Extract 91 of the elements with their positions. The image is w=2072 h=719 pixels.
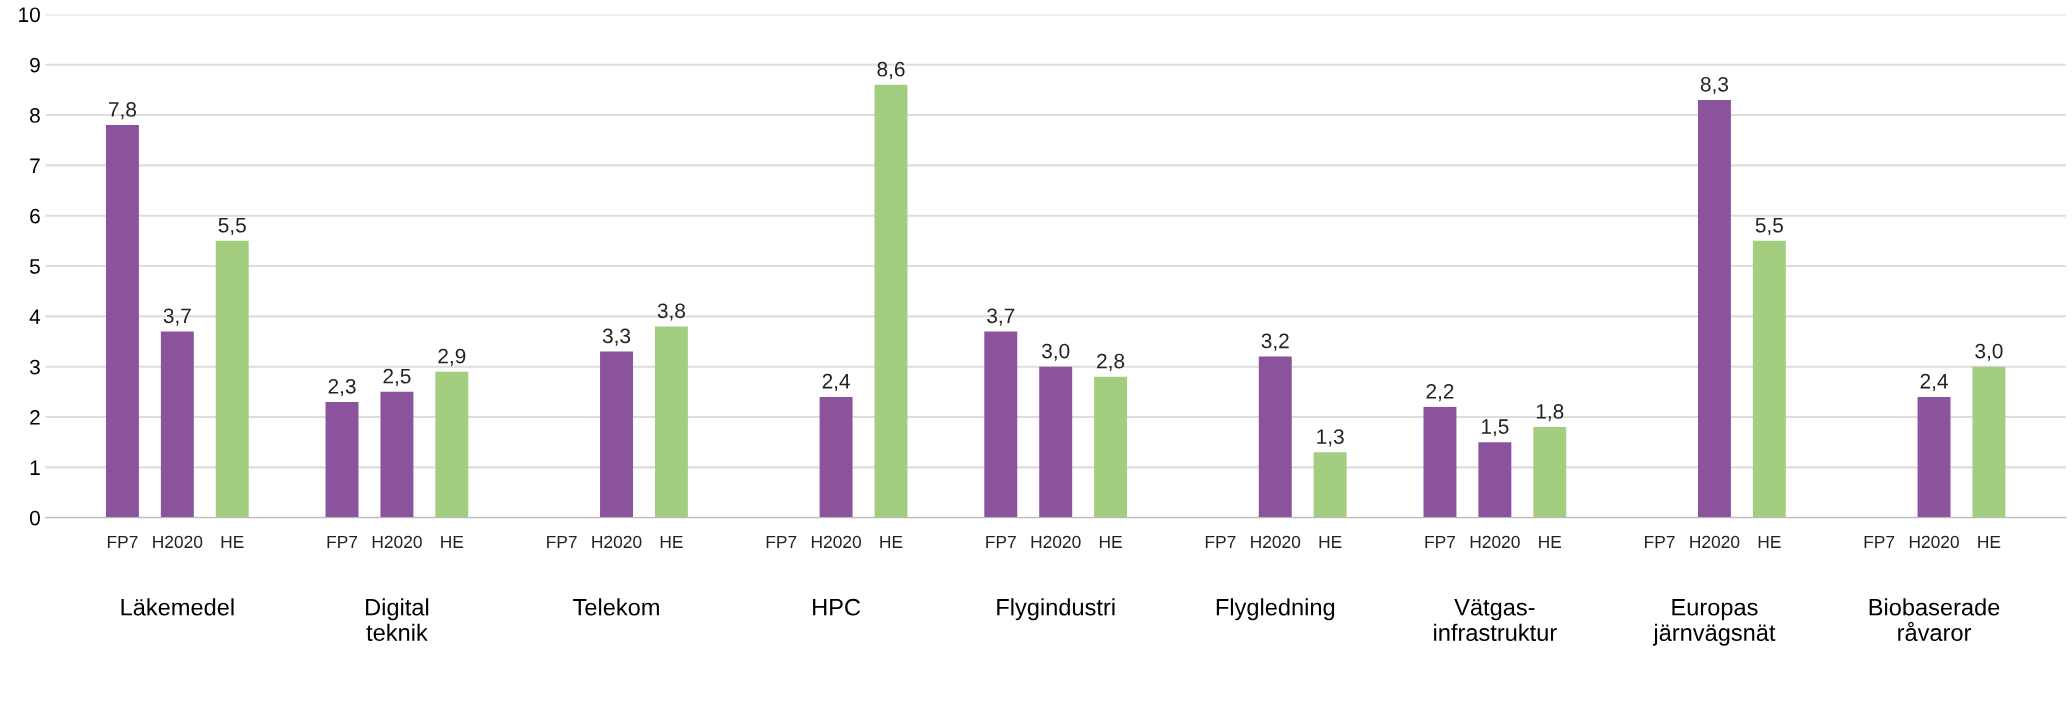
text: FP7 [1205,535,1236,548]
bar [105,125,139,518]
data-label: 8,6 [877,61,905,80]
text: H2020 [153,535,203,549]
y-tick-label: 6 [30,208,40,224]
bar [1917,396,1951,518]
text: HE [441,535,464,548]
data-label: 2,4 [1920,373,1948,392]
y-tick-label: 8 [30,108,40,123]
x-tick-label: Europas järnvägsnät [1652,599,1776,646]
data-label: 7,8 [109,102,137,120]
data-label: 2,4 [822,373,850,392]
text: H2020 [1251,535,1301,549]
text: FP7 [327,535,358,548]
x-tick-label: Flygindustri [997,598,1115,621]
text: FP7 [766,535,797,548]
text: H2020 [372,535,422,549]
x-tick-label: Flygledning [1216,598,1335,621]
data-label: 8,3 [1700,76,1729,95]
data-label: 2,3 [328,378,356,397]
data-label: 2,2 [1426,383,1454,402]
bar [1697,99,1731,518]
data-label: 5,5 [1755,218,1783,236]
text: H2020 [592,535,642,549]
bar [819,396,853,518]
y-tick-label: 1 [30,460,40,475]
x-tick-label: Digital teknik [366,598,429,642]
x-tick-label: Läkemedel [121,598,234,616]
text: FP7 [547,535,577,548]
data-label: 3,2 [1261,333,1289,351]
y-tick-label: 7 [30,158,40,173]
bar [984,331,1018,518]
bar [1478,442,1512,518]
data-label: 2,9 [438,348,466,366]
y-tick-label: 0 [29,510,40,526]
text: HE [1978,535,2001,548]
bar [874,84,908,518]
bar [1258,356,1292,518]
bar [1752,240,1786,518]
series-label: HE [221,535,244,548]
text: H2020 [1470,535,1520,549]
bar [1039,366,1073,518]
data-label: 1,8 [1536,404,1564,422]
data-label: 3,3 [602,328,631,346]
text: H2020 [1031,535,1081,549]
text: HE [880,535,903,548]
data-label: 3,7 [163,308,191,326]
bar [1423,406,1457,518]
data-label: 1,3 [1317,429,1344,447]
data-label: 2,8 [1097,353,1125,371]
text: FP7 [1645,535,1675,548]
bar [160,331,194,518]
text: H2020 [811,535,861,549]
bar [380,391,414,518]
text: HE [660,535,683,548]
x-tick-label: HPC [813,598,861,616]
data-label: 2,5 [383,368,411,387]
bar [435,371,469,518]
y-tick-label: 2 [30,410,40,425]
data-label: 5,5 [218,218,246,236]
series-label: H2020 [1909,535,1959,549]
data-label: 3,0 [1975,343,2003,361]
data-label: 1,5 [1481,419,1509,437]
data-label: 3,0 [1042,343,1070,361]
bar [1094,376,1128,518]
x-tick-label: Telekom [573,598,659,616]
text: FP7 [1864,535,1895,548]
data-label: 3,8 [657,303,685,321]
text: HE [1319,535,1342,548]
x-tick-label: Biobaserade råvaror [1869,598,2000,642]
y-tick-label: 10 [19,7,40,23]
x-tick-label: Vätgas- infrastruktur [1434,599,1557,642]
y-tick-label: 3 [29,359,40,375]
y-tick-label: 9 [30,57,40,73]
bar [654,326,688,518]
text: H2020 [1690,535,1740,549]
bar [215,240,249,518]
bar [1313,452,1347,518]
text: HE [1099,535,1122,548]
y-tick-label: 5 [29,259,40,274]
text: FP7 [986,535,1016,548]
bar [1972,366,2006,518]
series-label: FP7 [107,535,138,548]
data-label: 3,7 [987,308,1015,326]
text: FP7 [1425,535,1456,548]
bar [600,351,633,518]
text: HE [1539,535,1562,548]
text: HE [1758,535,1781,548]
bar [1533,427,1567,518]
y-tick-label: 4 [29,309,41,324]
bar [325,401,359,518]
